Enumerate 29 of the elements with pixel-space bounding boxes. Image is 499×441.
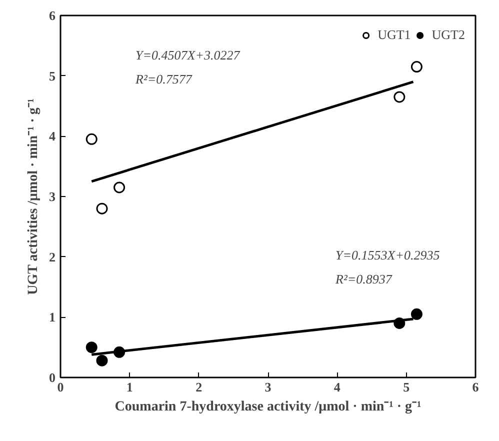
x-tick-label: 1 (126, 380, 133, 394)
legend-label: UGT1 (378, 27, 411, 43)
y-tick-label: 3 (49, 189, 56, 204)
x-tick-label: 6 (472, 380, 480, 394)
annotation: Y=0.1553X+0.2935 (336, 248, 440, 262)
y-tick-label: 6 (49, 8, 56, 23)
y-tick-label: 0 (49, 370, 56, 385)
point (96, 202, 108, 214)
annotation: Y=0.4507X+3.0227 (136, 48, 240, 62)
x-tick-label: 3 (264, 380, 272, 394)
x-tick-label: 5 (403, 380, 410, 394)
y-tick-label: 4 (49, 128, 56, 144)
y-tick-label: 1 (49, 310, 56, 325)
y-axis-title: UGT activities /μmol · min⁻¹ · g⁻¹ (26, 98, 41, 295)
point (410, 61, 422, 73)
x-tick-label: 2 (196, 380, 202, 394)
legend-label: UGT2 (432, 27, 465, 43)
point (96, 354, 108, 366)
y-tick-label: 2 (49, 249, 56, 264)
point (394, 91, 406, 103)
point (86, 133, 98, 145)
x-tick-label: 4 (334, 380, 341, 394)
annotation: R²=0.7577 (134, 72, 192, 86)
point (410, 308, 422, 320)
x-axis-title: Coumarin 7-hydroxylase activity /μmol · min⁻¹ · g⁻¹ (114, 400, 422, 414)
y-tick-label: 5 (49, 68, 56, 84)
annotation: R²=0.8937 (334, 272, 392, 286)
point (86, 342, 98, 354)
point (114, 182, 126, 194)
